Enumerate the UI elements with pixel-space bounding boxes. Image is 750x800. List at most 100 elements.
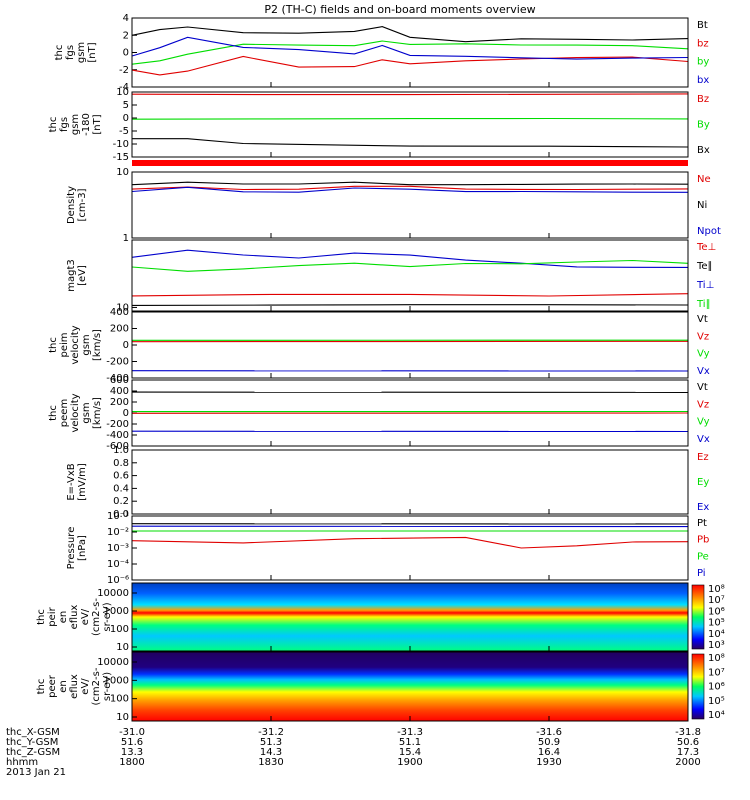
y-tick-label: 10⁻³ <box>107 543 129 554</box>
y-tick-label: -600 <box>106 441 129 452</box>
panel-1: -4 -2 0 2 4 thc fgs gsm [nT] Bt bz by bx <box>54 13 709 93</box>
y-tick-label: -400 <box>106 373 129 384</box>
y-axis-label: gsm <box>81 402 92 423</box>
footer-value: 51.6 <box>121 737 143 748</box>
series-line-black <box>131 181 689 186</box>
y-tick-label: 1 <box>123 233 129 244</box>
footer-value: 13.3 <box>121 747 143 758</box>
series-line-red <box>131 185 689 191</box>
footer-value: 1900 <box>397 757 422 768</box>
y-tick-label: 10⁻² <box>107 527 129 538</box>
footer-value: 50.6 <box>677 737 699 748</box>
y-tick-label: -2 <box>119 65 129 76</box>
y-tick-label: 0.4 <box>113 483 129 494</box>
series-line-blue <box>131 249 689 268</box>
y-tick-label: -200 <box>106 419 129 430</box>
y-axis-label: eV/ <box>80 608 91 625</box>
y-axis-label: en <box>58 611 69 624</box>
y-axis-label: peem <box>59 399 70 427</box>
y-tick-label: 10000 <box>97 657 129 668</box>
y-axis-label: fgs <box>59 117 70 132</box>
y-axis-label: [km/s] <box>92 329 103 361</box>
legend-entry: Vy <box>697 349 710 360</box>
panel-background <box>132 92 688 157</box>
y-axis-label: sr-eV) <box>102 602 113 631</box>
y-tick-label: 1000 <box>104 675 129 686</box>
y-axis-label: peir <box>47 606 58 626</box>
y-tick-label: 100 <box>110 694 129 705</box>
y-tick-label: 1.0 <box>113 445 129 456</box>
y-tick-label: 10 <box>116 87 129 98</box>
legend-entry: Vy <box>697 417 710 428</box>
panel-background <box>132 450 688 514</box>
legend-entry: bx <box>697 75 709 86</box>
series-line-red <box>131 93 689 96</box>
legend-entry: Pe <box>697 551 709 562</box>
series-line-black <box>131 304 689 306</box>
y-tick-label: 0 <box>123 340 129 351</box>
y-axis-label: thc <box>48 117 59 133</box>
panel-5: -400 -200 0 200 400 thc peim velocity gsm [km/s] V… <box>48 307 710 384</box>
y-axis-label: eflux <box>69 674 80 699</box>
panel-10: 10⁸ 10⁷ 10⁶ 10⁵ 10⁴ 10 100 1000 10000 thc peer en ef… <box>36 651 725 723</box>
y-tick-label: 10 <box>116 712 129 723</box>
y-tick-label: 1000 <box>104 606 129 617</box>
legend-entry: Vx <box>697 434 710 445</box>
footer: thc_X-GSM -31.0 -31.2 -31.3 -31.6 -31.8 thc_Y-… <box>6 727 701 768</box>
colorbar-tick-label: 10⁸ <box>708 653 725 664</box>
y-tick-label: 10⁻⁶ <box>107 575 129 586</box>
legend-entry: Ni <box>697 200 707 211</box>
y-axis-label: velocity <box>70 325 81 364</box>
legend-entry: Npot <box>697 226 721 237</box>
y-axis-label: velocity <box>70 393 81 432</box>
legend-entry: Vx <box>697 366 710 377</box>
legend-entry: Pt <box>697 518 707 529</box>
panel-2: -15 -10 -5 0 5 10 thc fgs gsm -180 [nT] Bz By Bx <box>48 87 710 163</box>
y-axis-label: eV/ <box>80 678 91 695</box>
y-axis-label: [nT] <box>92 114 103 134</box>
legend-entry: bz <box>697 38 709 49</box>
panel-7: 0.0 0.2 0.40.6 0.8 1.0 E=-VxB [mV/m] Ez Ey Ex <box>66 445 709 520</box>
colorbar-tick-label: 10⁴ <box>708 629 725 640</box>
y-axis-label: (cm2-s- <box>91 667 102 705</box>
series-line-red <box>131 536 689 549</box>
footer-value: 51.1 <box>399 737 421 748</box>
y-axis-label: thc <box>48 337 59 353</box>
y-axis-label: sr-eV) <box>102 672 113 701</box>
footer-value: 51.3 <box>260 737 282 748</box>
y-tick-label: 2 <box>123 30 129 41</box>
series-line-blue <box>131 186 689 193</box>
panel-background <box>132 516 688 580</box>
colorbar <box>691 584 705 650</box>
y-tick-label: 5 <box>123 100 129 111</box>
y-tick-label: 10⁻⁴ <box>107 559 129 570</box>
series-line-red <box>131 293 689 297</box>
y-axis-label: Pressure <box>66 527 77 570</box>
y-axis-label: thc <box>36 679 47 695</box>
colorbar-tick-label: 10⁵ <box>708 696 725 707</box>
y-axis-label: [mV/m] <box>77 463 88 501</box>
panel-background <box>132 240 688 311</box>
series-line-blue <box>131 36 689 60</box>
series-line-black <box>131 26 689 43</box>
footer-date: 2013 Jan 21 <box>6 767 66 778</box>
y-tick-label: -4 <box>119 82 129 93</box>
legend-entry: Ex <box>697 502 709 513</box>
y-axis-label: gsm <box>81 334 92 355</box>
y-tick-label: 0.0 <box>113 509 129 520</box>
legend-entry: Ez <box>697 452 709 463</box>
colorbar-tick-label: 10⁷ <box>708 667 725 678</box>
legend-entry: Ne <box>697 174 711 185</box>
colorbar <box>691 653 705 720</box>
footer-value: -31.2 <box>258 727 284 738</box>
y-axis-label: peim <box>59 332 70 357</box>
panel-4: 10 magt3 [eV] Te⊥ Te∥ Ti⊥ Ti∥ <box>66 239 716 313</box>
panel-background <box>132 312 688 378</box>
legend-entry: Bx <box>697 145 710 156</box>
series-line-black <box>132 138 689 148</box>
footer-value: 1930 <box>536 757 561 768</box>
spectrogram-ion <box>132 583 688 651</box>
y-axis-label: [cm-3] <box>77 188 88 221</box>
y-axis-label: en <box>58 680 69 693</box>
